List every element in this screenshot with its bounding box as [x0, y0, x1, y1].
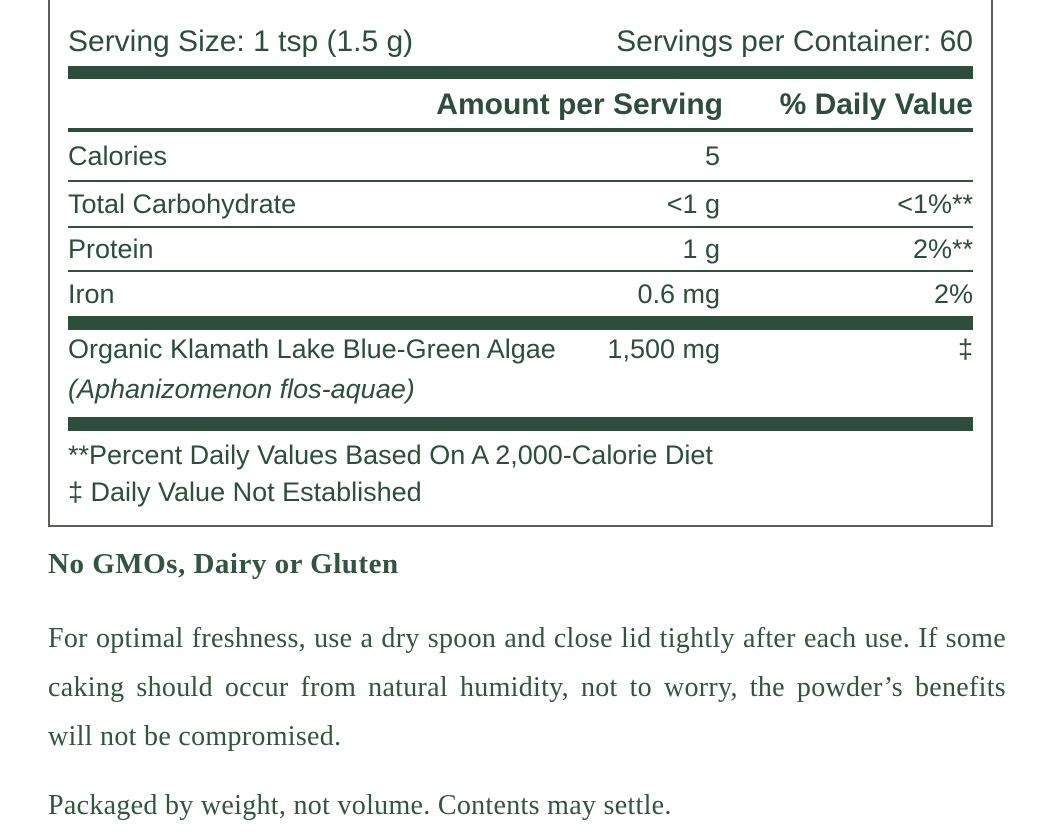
footnote-dv-not-established: ‡ Daily Value Not Established — [68, 477, 422, 507]
ingredient-latin-name: (Aphanizomenon flos-aquae) — [68, 374, 415, 404]
nutrient-row-protein: Protein 1 g 2%** — [68, 228, 973, 270]
nutrient-dv: 2% — [933, 278, 973, 309]
row-separator — [68, 226, 973, 228]
nutrient-amount: 5 — [704, 140, 720, 171]
ingredient-row: Organic Klamath Lake Blue-Green Algae 1,… — [68, 334, 973, 374]
divider-bar-middle — [68, 316, 973, 330]
nutrient-dv: <1%** — [897, 188, 973, 219]
nutrient-label: Protein — [68, 233, 154, 264]
row-separator — [68, 180, 973, 182]
divider-bar-top — [68, 66, 973, 79]
nutrient-dv: 2%** — [912, 233, 973, 264]
nutrient-label: Total Carbohydrate — [68, 188, 297, 219]
row-separator — [68, 270, 973, 272]
nutrient-row-calories: Calories 5 — [68, 132, 973, 180]
nutrient-row-iron: Iron 0.6 mg 2% — [68, 272, 973, 316]
freshness-instructions: For optimal freshness, use a dry spoon a… — [48, 623, 1006, 752]
ingredient-amount: 1,500 mg — [607, 334, 720, 364]
daily-value-column-header: % Daily Value — [779, 88, 973, 121]
nutrient-label: Iron — [68, 278, 115, 309]
nutrient-amount: 0.6 mg — [637, 278, 720, 309]
header-underline — [68, 128, 973, 132]
serving-size-text: Serving Size: 1 tsp (1.5 g) — [68, 25, 414, 58]
nutrient-row-carbohydrate: Total Carbohydrate <1 g <1%** — [68, 182, 973, 226]
footnote-daily-values: **Percent Daily Values Based On A 2,000-… — [68, 440, 713, 470]
amount-column-header: Amount per Serving — [436, 88, 723, 121]
nutrient-amount: 1 g — [682, 233, 720, 264]
serving-info-row: Serving Size: 1 tsp (1.5 g) Servings per… — [68, 24, 973, 60]
ingredient-dv: ‡ — [957, 334, 973, 364]
nutrient-amount: <1 g — [666, 188, 720, 219]
column-header-row: Amount per Serving % Daily Value — [68, 86, 973, 124]
supplement-facts-panel: Supplement Facts — [48, 0, 993, 527]
ingredient-name: Organic Klamath Lake Blue-Green Algae — [68, 334, 556, 364]
packaging-note: Packaged by weight, not volume. Contents… — [48, 790, 672, 821]
divider-bar-bottom — [68, 417, 973, 431]
servings-per-container-text: Servings per Container: 60 — [616, 25, 973, 58]
no-gmo-claim: No GMOs, Dairy or Gluten — [48, 548, 399, 580]
nutrient-label: Calories — [68, 140, 168, 171]
